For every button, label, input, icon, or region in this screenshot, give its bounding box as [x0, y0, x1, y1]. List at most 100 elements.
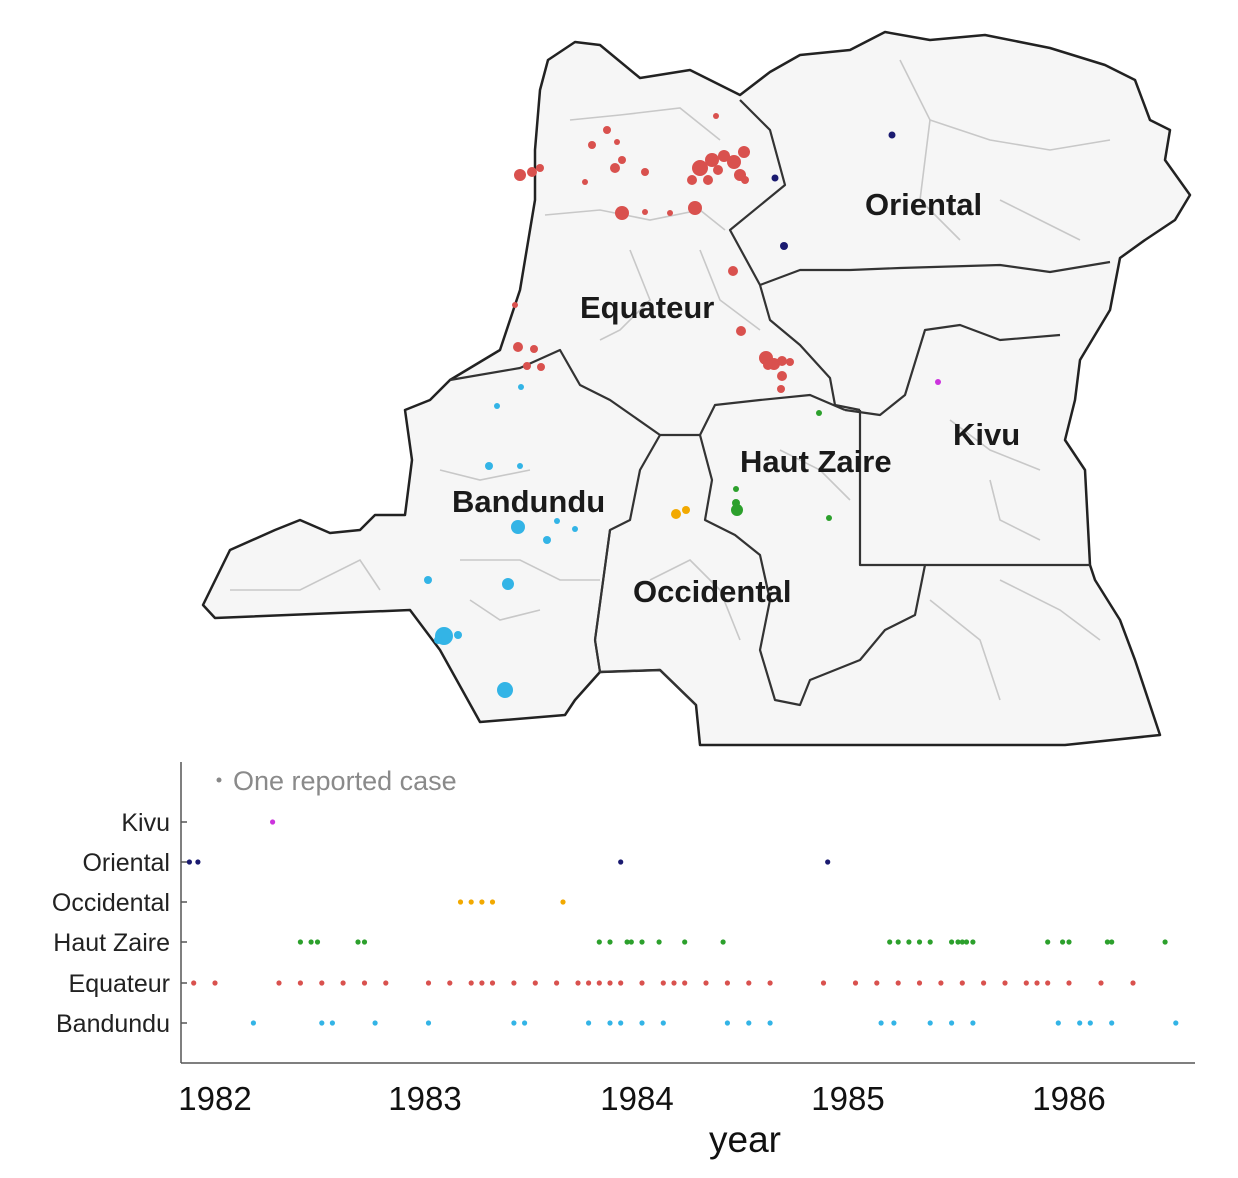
- region-label-equateur: Equateur: [580, 290, 714, 325]
- case-marker-equateur: [514, 169, 526, 181]
- case-marker-bandundu: [572, 526, 578, 532]
- timeline-point-bandundu: [329, 1020, 335, 1026]
- case-marker-equateur: [527, 167, 537, 177]
- case-marker-haut-zaire: [826, 515, 832, 521]
- timeline-point-equateur: [319, 980, 325, 986]
- region-map: Oriental Equateur Kivu Haut Zaire Bandun…: [201, 30, 1192, 747]
- region-label-kivu: Kivu: [953, 417, 1020, 452]
- region-label-oriental: Oriental: [865, 187, 982, 222]
- timeline-point-bandundu: [724, 1020, 731, 1026]
- timeline-point-kivu: [270, 819, 276, 825]
- country-outline: [201, 30, 1192, 747]
- timeline-point-equateur: [1130, 980, 1136, 986]
- case-marker-bandundu: [502, 578, 514, 590]
- row-label-bandundu: Bandundu: [56, 1010, 170, 1038]
- case-marker-equateur: [738, 146, 750, 158]
- timeline-point-haut-zaire: [1066, 939, 1072, 945]
- timeline-point-occidental: [457, 899, 464, 905]
- x-tick-1986: 1986: [1032, 1080, 1105, 1117]
- case-marker-equateur: [692, 160, 708, 176]
- timeline-point-equateur: [724, 980, 731, 986]
- case-marker-equateur: [523, 362, 531, 370]
- timeline-point-occidental: [489, 899, 496, 905]
- timeline-point-haut-zaire: [355, 939, 361, 945]
- case-marker-bandundu: [494, 403, 500, 409]
- timeline-point-equateur: [820, 980, 827, 986]
- timeline-point-equateur: [511, 980, 517, 986]
- timeline-point-equateur: [703, 980, 709, 986]
- case-marker-bandundu: [485, 462, 493, 470]
- timeline-point-equateur: [660, 980, 666, 986]
- timeline-point-haut-zaire: [720, 939, 726, 945]
- legend-marker: [216, 777, 222, 783]
- timeline-points: [186, 819, 1179, 1026]
- timeline-point-haut-zaire: [628, 939, 634, 945]
- timeline-point-oriental: [195, 859, 201, 865]
- timeline-point-equateur: [916, 980, 923, 986]
- case-marker-bandundu: [518, 384, 524, 390]
- timeline-point-equateur: [297, 980, 303, 986]
- timeline-point-equateur: [276, 980, 282, 986]
- timeline-point-equateur: [532, 980, 538, 986]
- x-tick-1983: 1983: [388, 1080, 461, 1117]
- timeline-point-equateur: [981, 980, 987, 986]
- timeline-point-occidental: [560, 899, 566, 905]
- timeline-point-equateur: [212, 980, 218, 986]
- timeline-point-equateur: [938, 980, 944, 986]
- timeline-point-haut-zaire: [361, 939, 368, 945]
- row-ticks: [181, 821, 187, 1024]
- case-marker-occidental: [682, 506, 690, 514]
- timeline-point-haut-zaire: [906, 939, 912, 945]
- timeline-point-equateur: [575, 980, 581, 986]
- region-label-bandundu: Bandundu: [452, 484, 605, 519]
- case-marker-occidental: [671, 509, 681, 519]
- timeline-point-equateur: [596, 980, 602, 986]
- timeline-point-oriental: [825, 859, 831, 865]
- x-tick-1984: 1984: [600, 1080, 673, 1117]
- case-marker-equateur: [718, 150, 730, 162]
- case-marker-equateur: [667, 210, 673, 216]
- row-label-haut-zaire: Haut Zaire: [53, 929, 170, 957]
- timeline-point-equateur: [874, 980, 880, 986]
- row-label-equateur: Equateur: [69, 970, 170, 998]
- case-marker-equateur: [536, 164, 544, 172]
- x-axis-title: year: [709, 1119, 781, 1160]
- case-marker-equateur: [703, 175, 713, 185]
- case-marker-equateur: [727, 155, 741, 169]
- case-marker-bandundu: [554, 518, 560, 524]
- timeline-point-bandundu: [970, 1020, 976, 1026]
- timeline-point-equateur: [554, 980, 560, 986]
- timeline-point-equateur: [425, 980, 432, 986]
- timeline-point-bandundu: [522, 1020, 528, 1026]
- case-marker-equateur: [687, 175, 697, 185]
- timeline-point-bandundu: [425, 1020, 432, 1026]
- timeline-point-haut-zaire: [895, 939, 901, 945]
- case-marker-equateur: [741, 176, 749, 184]
- case-marker-bandundu: [543, 536, 551, 544]
- timeline-point-oriental: [618, 859, 624, 865]
- timeline-point-bandundu: [372, 1020, 378, 1026]
- timeline-point-equateur: [767, 980, 773, 986]
- x-tick-1985: 1985: [811, 1080, 884, 1117]
- timeline-point-bandundu: [878, 1020, 884, 1026]
- case-marker-equateur: [537, 363, 545, 371]
- case-marker-equateur: [705, 153, 719, 167]
- case-marker-equateur: [777, 385, 785, 393]
- timeline-point-haut-zaire: [887, 939, 893, 945]
- case-marker-bandundu: [454, 631, 462, 639]
- timeline-point-bandundu: [1055, 1020, 1061, 1026]
- timeline-point-bandundu: [891, 1020, 897, 1026]
- timeline-point-equateur: [1034, 980, 1040, 986]
- timeline-point-equateur: [1098, 980, 1104, 986]
- timeline-point-equateur: [1066, 980, 1072, 986]
- x-tick-1982: 1982: [178, 1080, 251, 1117]
- timeline-point-bandundu: [927, 1020, 933, 1026]
- row-label-oriental: Oriental: [82, 849, 170, 877]
- timeline-point-bandundu: [1077, 1020, 1083, 1026]
- case-marker-oriental: [888, 131, 896, 139]
- case-marker-bandundu: [424, 576, 432, 584]
- timeline-point-equateur: [361, 980, 368, 986]
- timeline-point-equateur: [340, 980, 346, 986]
- timeline-point-bandundu: [1109, 1020, 1115, 1026]
- case-marker-equateur: [713, 165, 723, 175]
